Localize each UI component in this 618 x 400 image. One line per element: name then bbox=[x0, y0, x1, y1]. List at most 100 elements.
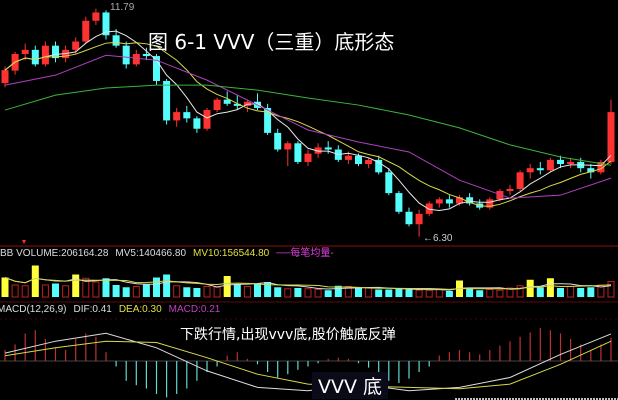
volume-bar-up bbox=[41, 284, 49, 298]
candle-up bbox=[213, 99, 221, 111]
volume-bar-flagged bbox=[1, 277, 9, 297]
macd-dif-line bbox=[4, 332, 612, 392]
volume-bar-down bbox=[476, 290, 484, 297]
candle-up bbox=[496, 191, 504, 200]
candle-up bbox=[41, 45, 49, 65]
volume-bar-down bbox=[375, 289, 383, 297]
volume-mv10: MV10:156544.80 bbox=[193, 248, 270, 259]
volume-bar-down bbox=[557, 288, 564, 297]
volume-bar-up bbox=[435, 289, 443, 298]
candle-down bbox=[264, 107, 272, 133]
candle-up bbox=[435, 199, 443, 204]
candle-up bbox=[526, 168, 534, 173]
candle-down bbox=[405, 211, 413, 225]
volume-bar-flagged bbox=[223, 276, 231, 297]
volume-bar-flagged bbox=[31, 265, 39, 297]
volume-bar-flagged bbox=[72, 274, 80, 297]
candle-up bbox=[72, 41, 80, 50]
volume-bar-up bbox=[243, 286, 251, 298]
volume-bar-up bbox=[607, 281, 615, 298]
macd-dea-line bbox=[4, 340, 612, 390]
volume-bar-down bbox=[587, 287, 595, 297]
candle-down bbox=[102, 12, 110, 36]
candle-down bbox=[355, 155, 362, 165]
volume-bar-up bbox=[516, 285, 524, 298]
candle-down bbox=[466, 197, 474, 204]
volume-bar-down bbox=[122, 287, 130, 297]
volume-bar-down bbox=[536, 287, 544, 297]
chart-title: 图 6-1 VVV（三重）底形态 bbox=[148, 30, 395, 54]
volume-bar-up bbox=[304, 288, 312, 298]
volume-bar-down bbox=[112, 285, 120, 297]
candle-up bbox=[21, 49, 29, 54]
candle-up bbox=[506, 188, 514, 192]
candle-up bbox=[415, 213, 423, 225]
volume-mv10-line bbox=[4, 277, 612, 290]
volume-bar-up bbox=[132, 286, 140, 298]
caption-pattern: VVV 底 bbox=[312, 372, 389, 399]
macd-dif: DIF:0.41 bbox=[73, 304, 112, 315]
candle-up bbox=[516, 172, 524, 189]
volume-bar-down bbox=[466, 288, 474, 297]
volume-bar-up bbox=[173, 285, 181, 298]
candle-up bbox=[92, 12, 100, 21]
volume-bar-down bbox=[193, 288, 201, 297]
volume-bar-up bbox=[213, 286, 221, 298]
volume-bar-down bbox=[577, 288, 585, 297]
candle-down bbox=[183, 112, 191, 119]
candle-down bbox=[375, 159, 383, 173]
candle-down bbox=[587, 168, 595, 173]
macd-dea: DEA:0.30 bbox=[118, 304, 162, 315]
volume-bar-up bbox=[506, 287, 514, 298]
candle-down bbox=[122, 45, 130, 65]
candle-up bbox=[456, 197, 463, 204]
candle-up bbox=[173, 112, 181, 121]
candle-down bbox=[31, 49, 39, 65]
candle-up bbox=[314, 147, 322, 154]
volume-bar-down bbox=[153, 277, 160, 297]
candle-down bbox=[112, 35, 120, 46]
volume-bar-down bbox=[183, 287, 191, 297]
candle-down bbox=[163, 80, 171, 121]
volume-bar-down bbox=[334, 285, 342, 297]
candle-up bbox=[546, 159, 554, 171]
candle-up bbox=[597, 161, 605, 173]
candle-up bbox=[203, 110, 211, 129]
volume-bar-up bbox=[486, 289, 494, 298]
volume-bar-up bbox=[203, 286, 211, 298]
candle-down bbox=[274, 132, 282, 150]
volume-bar-up bbox=[314, 289, 322, 298]
volume-bar-down bbox=[385, 289, 393, 297]
candle-down bbox=[557, 159, 564, 165]
candle-up bbox=[284, 143, 292, 150]
macd-header-row: MACD(12,26,9) DIF:0.41 DEA:0.30 MACD:0.2… bbox=[0, 304, 220, 315]
candle-down bbox=[153, 56, 160, 81]
candle-down bbox=[223, 99, 231, 104]
volume-bar-up bbox=[425, 289, 433, 298]
candle-down bbox=[52, 45, 59, 59]
volume-bar-up bbox=[344, 286, 352, 298]
volume-bar-up bbox=[496, 289, 504, 298]
volume-bar-up bbox=[415, 289, 423, 298]
candle-down bbox=[385, 172, 393, 194]
volume-bar-down bbox=[163, 274, 171, 297]
volume-bar-down bbox=[294, 288, 302, 297]
volume-bar-down bbox=[52, 283, 59, 297]
candle-up bbox=[1, 70, 9, 84]
volume-bar-flagged bbox=[526, 279, 534, 297]
candle-up bbox=[344, 155, 352, 160]
ma60-line bbox=[4, 84, 612, 166]
volume-bar-up bbox=[82, 277, 90, 298]
volume-legend-text: 每笔均量 bbox=[290, 248, 331, 259]
candle-down bbox=[142, 53, 150, 57]
volume-legend: ──每笔均量- bbox=[276, 248, 334, 259]
high-price-label: 11.79 bbox=[110, 2, 135, 13]
volume-bar-down bbox=[233, 284, 241, 297]
volume-bar-down bbox=[324, 290, 332, 297]
candle-down bbox=[294, 143, 302, 162]
candle-down bbox=[445, 199, 453, 204]
volume-bar-up bbox=[567, 286, 575, 298]
volume-bar-up bbox=[62, 285, 70, 298]
candle-up bbox=[567, 161, 575, 165]
